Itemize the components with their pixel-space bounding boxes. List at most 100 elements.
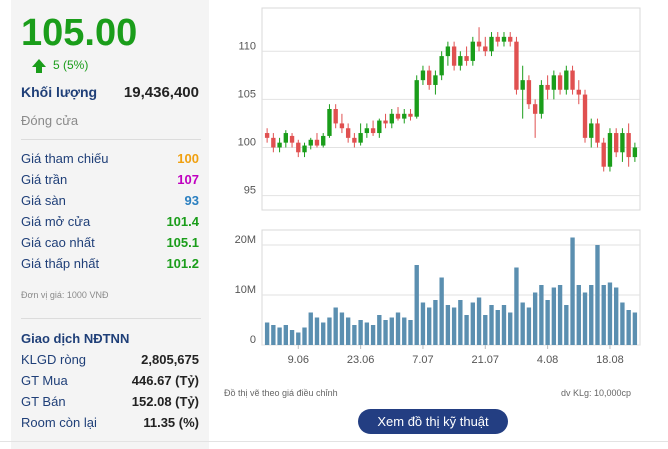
candle-body — [570, 70, 575, 90]
technical-chart-button[interactable]: Xem đồ thị kỹ thuật — [358, 409, 508, 434]
candle-body — [514, 41, 519, 90]
volume-bar — [289, 330, 295, 345]
price-level-value: 100 — [177, 151, 199, 166]
candle-body — [607, 133, 613, 167]
candle-body — [352, 137, 357, 143]
candle-body — [601, 142, 606, 167]
candle-body — [264, 133, 270, 138]
foreign-value: 2,805,675 — [141, 352, 199, 367]
volume-bar — [576, 285, 581, 345]
price-tick-label: 110 — [238, 40, 256, 52]
price-panel-frame — [261, 7, 641, 211]
volume-bar — [283, 325, 288, 345]
candle-body — [476, 41, 482, 47]
candle-body — [321, 135, 326, 146]
candle-body — [439, 56, 444, 76]
volume-bar — [501, 305, 507, 345]
volume-bar — [551, 287, 557, 345]
candle-body — [327, 109, 332, 136]
candle-body — [532, 104, 538, 114]
price-level-label: Giá mở cửa — [21, 214, 91, 229]
divider — [21, 318, 201, 319]
volume-bar — [327, 317, 332, 345]
candle-body — [458, 56, 463, 66]
price-change: 5 (5%) — [31, 58, 88, 74]
candle-body — [377, 120, 382, 134]
price-level-value: 101.2 — [166, 256, 199, 271]
volume-bar — [489, 305, 494, 345]
volume-bar — [439, 277, 444, 345]
volume-bar — [564, 305, 569, 345]
foreign-label: GT Bán — [21, 394, 66, 409]
volume-bar — [395, 312, 401, 345]
foreign-value: 11.35 (%) — [143, 415, 199, 430]
volume-bar — [539, 285, 544, 345]
price-tick-label: 95 — [244, 185, 256, 197]
candle-body — [501, 36, 507, 42]
volume-bar — [445, 305, 451, 345]
candle-body — [495, 36, 500, 42]
candle-body — [576, 89, 581, 95]
foreign-value: 152.08 (Tỷ) — [131, 394, 199, 409]
volume-tick-label: 10M — [235, 284, 256, 296]
foreign-label: KLGD ròng — [21, 352, 87, 367]
volume-bar — [364, 322, 370, 345]
foreign-label: GT Mua — [21, 373, 68, 388]
candle-body — [433, 75, 438, 85]
x-tick-label: 21.07 — [472, 354, 500, 366]
volume-bar — [339, 312, 345, 345]
candle-body — [470, 41, 475, 61]
volume-bar — [589, 285, 594, 345]
candle-body — [564, 70, 569, 90]
price-level-label: Giá cao nhất — [21, 235, 95, 250]
candle-body — [614, 133, 619, 153]
foreign-title-text: Giao dịch NĐTNN — [21, 331, 130, 346]
volume-bar — [632, 312, 638, 345]
volume-bar — [277, 327, 282, 345]
candle-body — [589, 123, 594, 138]
price-level-label: Giá sàn — [21, 193, 66, 208]
volume-bar — [451, 307, 457, 345]
volume-bar — [557, 285, 563, 345]
volume-bar — [520, 302, 525, 345]
volume-bar — [389, 317, 394, 345]
price-level-value: 93 — [184, 193, 199, 208]
volume-bar — [514, 267, 519, 345]
candle-body — [333, 109, 338, 124]
volume-bar — [607, 282, 613, 345]
candle-body — [489, 36, 494, 52]
price-level-value: 105.1 — [166, 235, 199, 250]
candle-body — [526, 80, 532, 105]
candle-body — [551, 75, 557, 90]
volume-bar — [532, 292, 538, 345]
volume-bar — [321, 322, 326, 345]
candle-body — [464, 56, 469, 61]
current-price: 105.00 — [21, 12, 138, 54]
volume-bar — [545, 300, 550, 345]
volume-bar — [495, 310, 500, 345]
volume-label: Khối lượng — [21, 84, 98, 100]
candle-body — [582, 94, 588, 138]
volume-bar — [620, 302, 625, 345]
volume-bar — [433, 300, 438, 345]
candle-body — [626, 133, 631, 158]
volume-bar — [508, 312, 513, 345]
price-volume-chart: 95 100 105 110 0 10M 20M 9.06 23.06 7.07 21.07 4.08… — [235, 7, 641, 366]
up-arrow-icon — [31, 58, 47, 74]
candle-body — [632, 147, 638, 158]
price-level-label: Giá tham chiếu — [21, 151, 109, 166]
volume-bar — [314, 317, 320, 345]
candle-body — [451, 46, 457, 66]
volume-unit-note: dv KLg: 10,000cp — [561, 388, 632, 398]
x-tick-label: 4.08 — [537, 354, 558, 366]
x-tick-label: 18.08 — [596, 354, 624, 366]
price-level-value: 107 — [177, 172, 199, 187]
candle-body — [595, 123, 600, 143]
volume-bar — [271, 325, 276, 345]
volume-bar — [476, 297, 482, 345]
volume-bar — [264, 322, 270, 345]
volume-bar — [582, 292, 588, 345]
candle-body — [296, 142, 301, 153]
candle-body — [383, 120, 388, 124]
foreign-label: Room còn lại — [21, 415, 97, 430]
